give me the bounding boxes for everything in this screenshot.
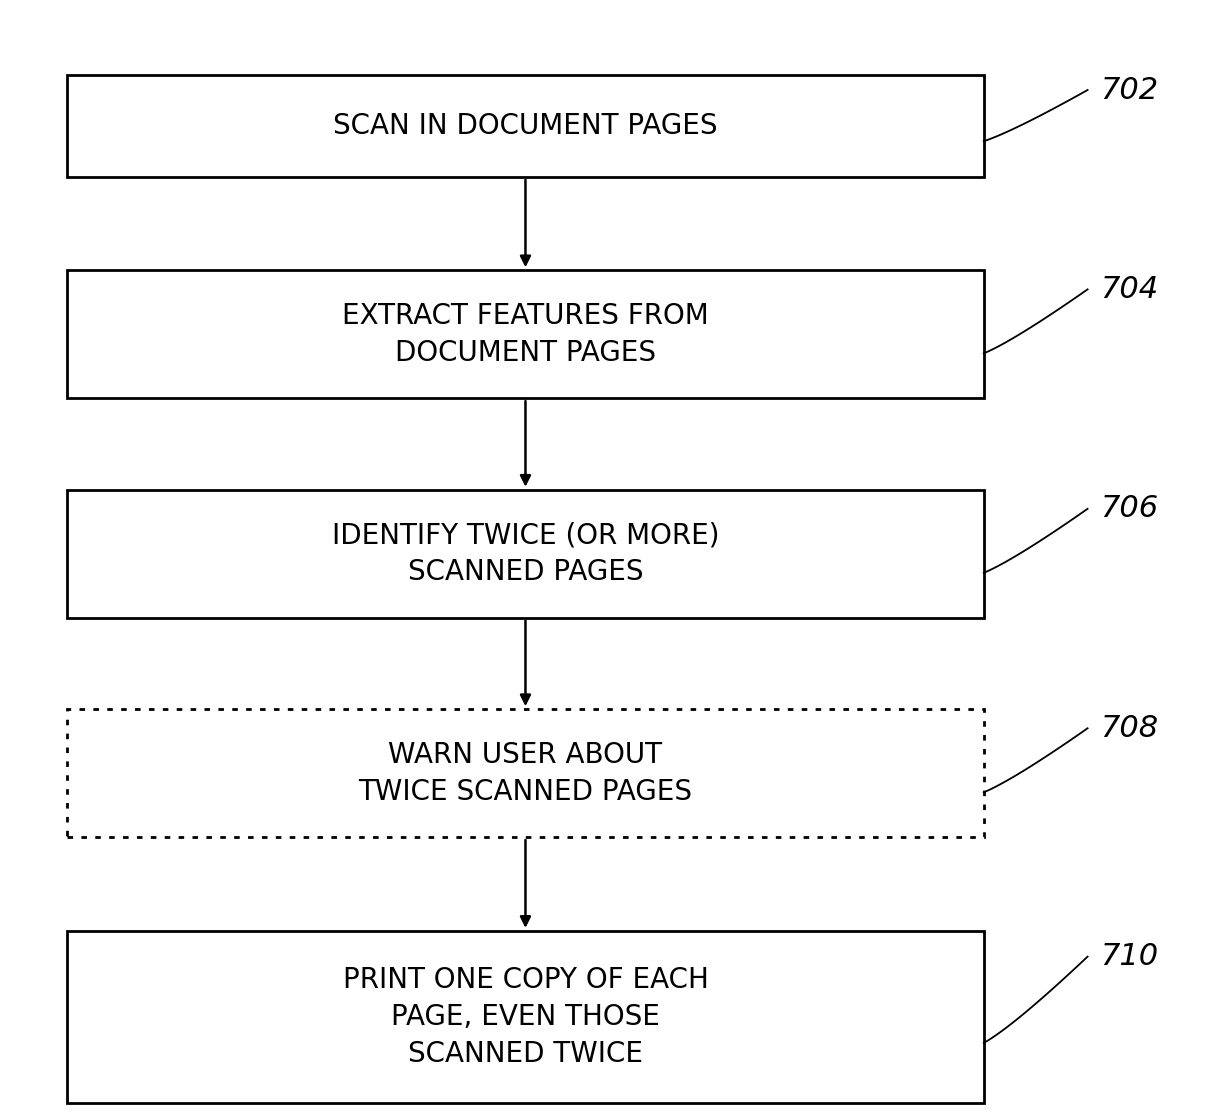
- Bar: [67, 710, 984, 838]
- Text: SCAN IN DOCUMENT PAGES: SCAN IN DOCUMENT PAGES: [334, 111, 717, 140]
- Text: 706: 706: [1100, 495, 1158, 524]
- Bar: [67, 489, 984, 617]
- Text: IDENTIFY TWICE (OR MORE)
SCANNED PAGES: IDENTIFY TWICE (OR MORE) SCANNED PAGES: [331, 521, 720, 586]
- Text: 708: 708: [1100, 714, 1158, 743]
- Text: PRINT ONE COPY OF EACH
PAGE, EVEN THOSE
SCANNED TWICE: PRINT ONE COPY OF EACH PAGE, EVEN THOSE …: [342, 966, 709, 1068]
- Bar: [67, 931, 984, 1103]
- Text: 702: 702: [1100, 76, 1158, 105]
- Bar: [67, 270, 984, 398]
- Text: 710: 710: [1100, 942, 1158, 971]
- Text: EXTRACT FEATURES FROM
DOCUMENT PAGES: EXTRACT FEATURES FROM DOCUMENT PAGES: [342, 302, 709, 367]
- Text: 704: 704: [1100, 275, 1158, 304]
- Bar: [67, 75, 984, 177]
- Text: WARN USER ABOUT
TWICE SCANNED PAGES: WARN USER ABOUT TWICE SCANNED PAGES: [358, 741, 693, 805]
